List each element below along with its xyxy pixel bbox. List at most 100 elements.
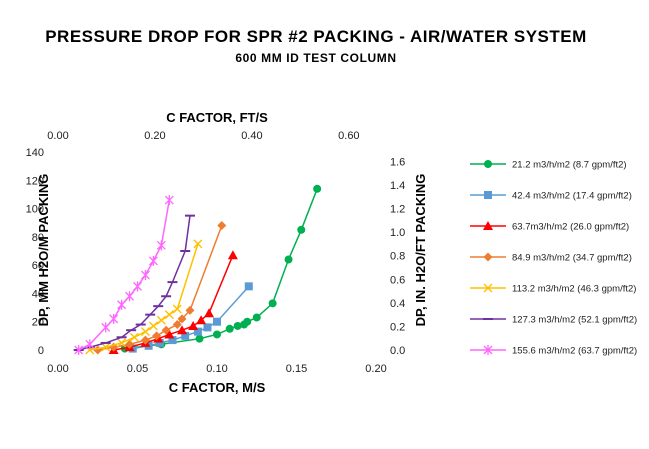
data-point xyxy=(125,291,135,302)
data-point xyxy=(129,332,139,342)
data-point xyxy=(243,317,252,326)
legend-label: 127.3 m3/h/m2 (52.1 gpm/ft2) xyxy=(512,315,637,326)
data-point xyxy=(140,327,150,337)
x2-axis-title: C FACTOR, FT/S xyxy=(166,110,268,125)
y-tick-label: 140 xyxy=(26,147,44,159)
y2-tick-label: 1.4 xyxy=(390,180,405,192)
data-point xyxy=(117,299,127,310)
data-point xyxy=(203,323,212,332)
data-point xyxy=(177,314,187,324)
data-point xyxy=(148,255,158,266)
y2-tick-label: 0.4 xyxy=(390,298,405,310)
data-point xyxy=(156,315,166,325)
chart-subtitle: 600 MM ID TEST COLUMN xyxy=(235,51,396,65)
data-point xyxy=(155,338,164,347)
legend-label: 63.7m3/h/m2 (26.0 gpm/ft2) xyxy=(512,222,629,233)
data-point xyxy=(268,299,277,308)
data-point xyxy=(313,184,322,193)
y-tick-label: 80 xyxy=(32,232,44,244)
data-point xyxy=(172,320,182,330)
data-point xyxy=(133,281,142,292)
data-point xyxy=(109,313,119,324)
data-point xyxy=(156,240,166,251)
legend-item: 155.6 m3/h/m2 (63.7 gpm/ft2) xyxy=(470,345,637,357)
x2-tick-label: 0.20 xyxy=(144,130,165,142)
series-layer xyxy=(73,184,322,355)
data-point xyxy=(196,315,207,325)
y2-tick-label: 0.8 xyxy=(390,251,405,263)
y2-tick-label: 0.0 xyxy=(390,345,405,357)
data-point xyxy=(164,310,174,320)
legend: 21.2 m3/h/m2 (8.7 gpm/ft2) 42.4 m3/h/m2 (… xyxy=(470,160,637,357)
legend-marker xyxy=(483,221,493,230)
series-4 xyxy=(93,221,227,355)
data-point xyxy=(172,304,182,314)
legend-item: 127.3 m3/h/m2 (52.1 gpm/ft2) xyxy=(470,315,637,326)
data-point xyxy=(117,338,127,348)
legend-item: 21.2 m3/h/m2 (8.7 gpm/ft2) xyxy=(470,160,627,171)
data-point xyxy=(188,320,199,330)
data-point xyxy=(284,255,293,264)
data-point xyxy=(152,331,162,341)
x-axis-title: C FACTOR, M/S xyxy=(169,380,266,395)
data-point xyxy=(244,282,253,291)
data-point xyxy=(168,336,177,345)
data-point xyxy=(204,308,215,318)
legend-item: 63.7m3/h/m2 (26.0 gpm/ft2) xyxy=(470,221,629,233)
legend-label: 42.4 m3/h/m2 (17.4 gpm/ft2) xyxy=(512,191,632,202)
data-point xyxy=(101,322,111,333)
data-point xyxy=(101,342,111,352)
legend-item: 84.9 m3/h/m2 (34.7 gpm/ft2) xyxy=(470,252,632,264)
y2-tick-label: 1.6 xyxy=(390,156,405,168)
data-point xyxy=(164,329,175,339)
y-tick-label: 20 xyxy=(32,317,44,329)
data-point xyxy=(74,345,84,355)
data-point xyxy=(177,325,188,335)
x-tick-label: 0.15 xyxy=(286,363,307,375)
legend-label: 155.6 m3/h/m2 (63.7 gpm/ft2) xyxy=(512,346,637,357)
data-point xyxy=(213,317,221,326)
y-tick-label: 100 xyxy=(26,204,44,216)
data-point xyxy=(252,313,261,322)
x2-tick-label: 0.40 xyxy=(241,130,262,142)
x-tick-label: 0.20 xyxy=(365,363,386,375)
x2-tick-label: 0.60 xyxy=(338,130,359,142)
data-point xyxy=(195,334,204,343)
y2-tick-label: 0.6 xyxy=(390,274,405,286)
legend-label: 84.9 m3/h/m2 (34.7 gpm/ft2) xyxy=(512,253,632,264)
y2-tick-label: 1.0 xyxy=(390,227,405,239)
y-tick-label: 40 xyxy=(32,288,44,300)
data-point xyxy=(125,339,135,349)
y2-tick-label: 0.2 xyxy=(390,321,405,333)
data-point xyxy=(225,324,234,333)
data-point xyxy=(217,221,227,231)
legend-label: 21.2 m3/h/m2 (8.7 gpm/ft2) xyxy=(512,160,627,171)
legend-item: 42.4 m3/h/m2 (17.4 gpm/ft2) xyxy=(470,191,632,202)
series-5 xyxy=(85,239,203,355)
data-point xyxy=(193,239,203,249)
data-point xyxy=(161,325,171,335)
series-line xyxy=(89,243,199,351)
series-3 xyxy=(108,250,238,354)
legend-item: 113.2 m3/h/m2 (46.3 gpm/ft2) xyxy=(470,284,636,295)
legend-marker xyxy=(484,191,492,199)
data-point xyxy=(297,225,306,234)
y-tick-label: 120 xyxy=(26,175,44,187)
legend-marker xyxy=(484,160,492,168)
chart-title: PRESSURE DROP FOR SPR #2 PACKING - AIR/W… xyxy=(45,27,587,46)
data-point xyxy=(233,321,242,330)
data-point xyxy=(213,330,221,339)
legend-marker xyxy=(483,283,493,293)
legend-marker xyxy=(483,345,493,355)
data-point xyxy=(181,331,190,340)
y-tick-label: 60 xyxy=(32,260,44,272)
data-point xyxy=(185,305,195,315)
data-point xyxy=(164,195,174,206)
legend-marker xyxy=(483,252,493,262)
x2-tick-label: 0.00 xyxy=(47,130,68,142)
data-point xyxy=(140,335,150,345)
legend-label: 113.2 m3/h/m2 (46.3 gpm/ft2) xyxy=(512,284,636,295)
y-tick-label: 0 xyxy=(38,345,44,357)
